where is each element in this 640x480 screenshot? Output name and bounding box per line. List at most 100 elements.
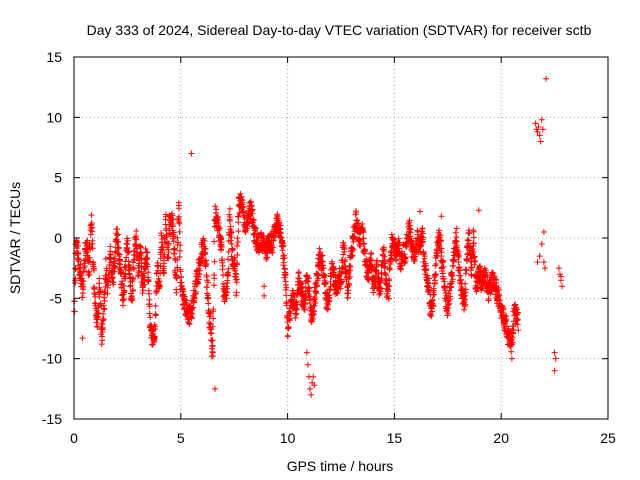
data-point [168, 215, 175, 222]
data-point [452, 237, 459, 244]
data-point [207, 311, 214, 318]
data-point [290, 290, 297, 297]
data-point [475, 207, 482, 214]
data-point [436, 227, 443, 234]
data-point [440, 263, 447, 270]
data-point [205, 295, 212, 302]
data-point [406, 217, 413, 224]
data-point [470, 234, 477, 241]
data-point [379, 252, 386, 259]
data-point [115, 238, 122, 245]
data-point [216, 225, 223, 232]
data-point [94, 309, 101, 316]
data-point [495, 284, 502, 291]
data-point [118, 269, 125, 276]
data-point [235, 228, 242, 235]
data-point [200, 255, 207, 262]
data-point [444, 304, 451, 311]
data-point [482, 267, 489, 274]
data-point [386, 264, 393, 271]
y-axis-label: SDTVAR / TECUs [7, 182, 23, 294]
data-point [477, 262, 484, 269]
data-point [281, 255, 288, 262]
data-point [99, 328, 106, 335]
data-point [308, 318, 315, 325]
data-point [448, 269, 455, 276]
data-point [359, 221, 366, 228]
data-point [541, 265, 548, 272]
data-point [303, 349, 310, 356]
data-point [322, 280, 329, 287]
data-point [205, 279, 212, 286]
data-point [430, 287, 437, 294]
data-point [130, 275, 137, 282]
data-point [211, 238, 218, 245]
data-point [99, 310, 106, 317]
grid-lines [74, 57, 608, 419]
data-point [445, 290, 452, 297]
data-point [90, 259, 97, 266]
data-point [169, 222, 176, 229]
data-point [268, 245, 275, 252]
data-point [465, 240, 472, 247]
data-point [135, 267, 142, 274]
data-point [499, 303, 506, 310]
data-point [220, 272, 227, 279]
data-point [485, 295, 492, 302]
data-point [198, 258, 205, 265]
data-point [311, 382, 318, 389]
data-point [133, 236, 140, 243]
data-point [304, 278, 311, 285]
data-point [161, 251, 168, 258]
data-point [386, 277, 393, 284]
data-point [311, 302, 318, 309]
data-point [226, 217, 233, 224]
data-point [418, 228, 425, 235]
data-point [104, 284, 111, 291]
data-point [88, 212, 95, 219]
data-point [223, 295, 230, 302]
data-point [160, 269, 167, 276]
data-point [551, 367, 558, 374]
data-point [429, 308, 436, 315]
data-point [503, 317, 510, 324]
data-point [107, 248, 114, 255]
data-point [384, 288, 391, 295]
data-point [98, 341, 105, 348]
data-point [117, 261, 124, 268]
data-point [77, 261, 84, 268]
data-point [101, 298, 108, 305]
data-point [387, 258, 394, 265]
data-point [552, 355, 559, 362]
data-point [86, 271, 93, 278]
data-point [438, 213, 445, 220]
data-point [250, 217, 257, 224]
data-point [508, 348, 515, 355]
data-point [214, 216, 221, 223]
data-point [146, 310, 153, 317]
data-point [152, 312, 159, 319]
data-point [346, 273, 353, 280]
data-point [281, 274, 288, 281]
data-point [277, 229, 284, 236]
data-point [144, 255, 151, 262]
data-point [385, 282, 392, 289]
data-point [382, 272, 389, 279]
data-point [514, 309, 521, 316]
data-point [203, 260, 210, 267]
data-point [508, 333, 515, 340]
data-point [146, 296, 153, 303]
data-point [320, 265, 327, 272]
data-point [227, 237, 234, 244]
data-point [210, 282, 217, 289]
data-point [378, 275, 385, 282]
data-point [362, 248, 369, 255]
data-point [338, 278, 345, 285]
data-point [440, 257, 447, 264]
data-point [74, 250, 81, 257]
data-point [284, 333, 291, 340]
data-point [79, 294, 86, 301]
data-point [409, 241, 416, 248]
data-point [90, 267, 97, 274]
